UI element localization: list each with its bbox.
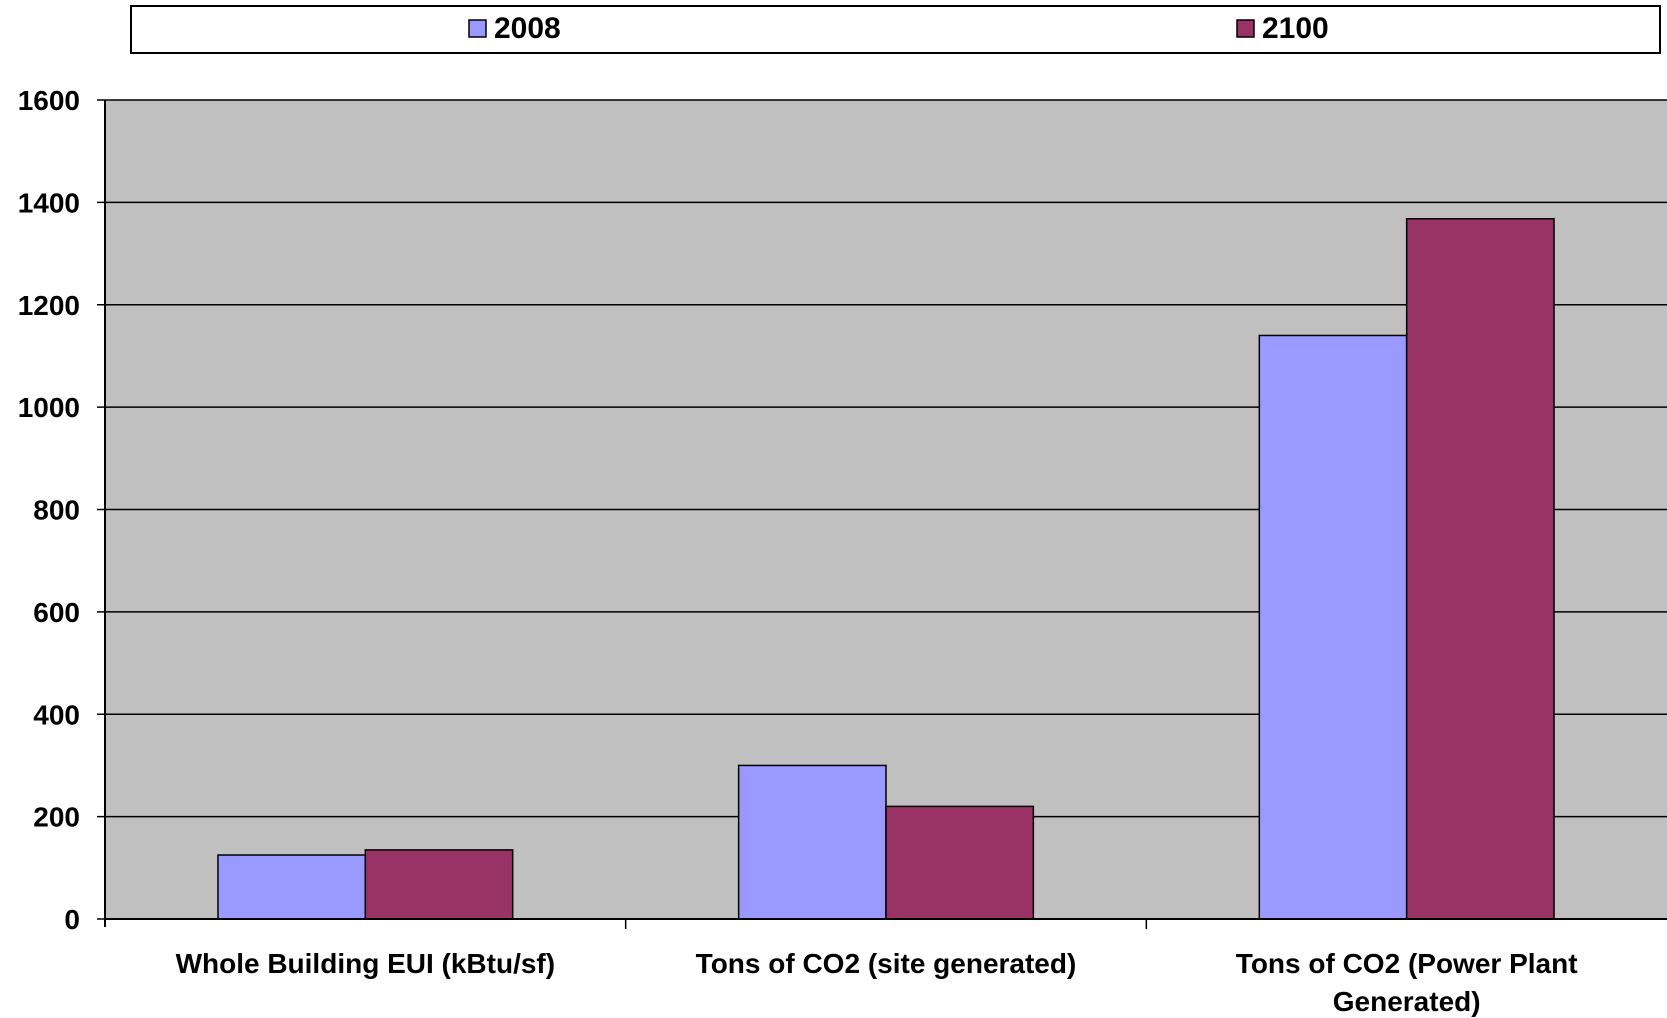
- legend: 2008 2100: [130, 5, 1661, 54]
- legend-label-2100: 2100: [1262, 12, 1329, 45]
- x-category-label: Tons of CO2 (Power Plant: [1236, 948, 1578, 979]
- y-tick-label: 1000: [18, 392, 80, 423]
- y-tick-label: 1400: [18, 187, 80, 218]
- bar-2100-0: [364, 849, 514, 920]
- y-tick-label: 400: [33, 699, 80, 730]
- bar-2008-1: [737, 764, 887, 920]
- bar-2100-1: [885, 805, 1035, 920]
- bars: [217, 218, 1555, 920]
- y-tick-label: 800: [33, 495, 80, 526]
- legend-label-2008: 2008: [494, 12, 561, 45]
- y-tick-label: 200: [33, 802, 80, 833]
- y-tick-labels: 0 200 400 600 800 1000 1200 1400 1600: [18, 85, 80, 935]
- y-tick-label: 600: [33, 597, 80, 628]
- x-category-label: Whole Building EUI (kBtu/sf): [176, 948, 556, 979]
- y-tick-label: 0: [64, 904, 80, 935]
- y-tick-label: 1200: [18, 290, 80, 321]
- axes: [104, 100, 1667, 929]
- legend-box: [130, 5, 1661, 54]
- x-category-label: Generated): [1333, 986, 1481, 1017]
- legend-swatch-2100: [1236, 19, 1255, 38]
- bar-2100-2: [1405, 218, 1555, 920]
- bar-2008-0: [217, 854, 367, 920]
- bar-2008-2: [1258, 334, 1408, 920]
- x-category-labels: Whole Building EUI (kBtu/sf) Tons of CO2 …: [176, 948, 1578, 1017]
- legend-swatch-2008: [468, 19, 487, 38]
- y-tick-label: 1600: [18, 85, 80, 116]
- x-category-label: Tons of CO2 (site generated): [696, 948, 1077, 979]
